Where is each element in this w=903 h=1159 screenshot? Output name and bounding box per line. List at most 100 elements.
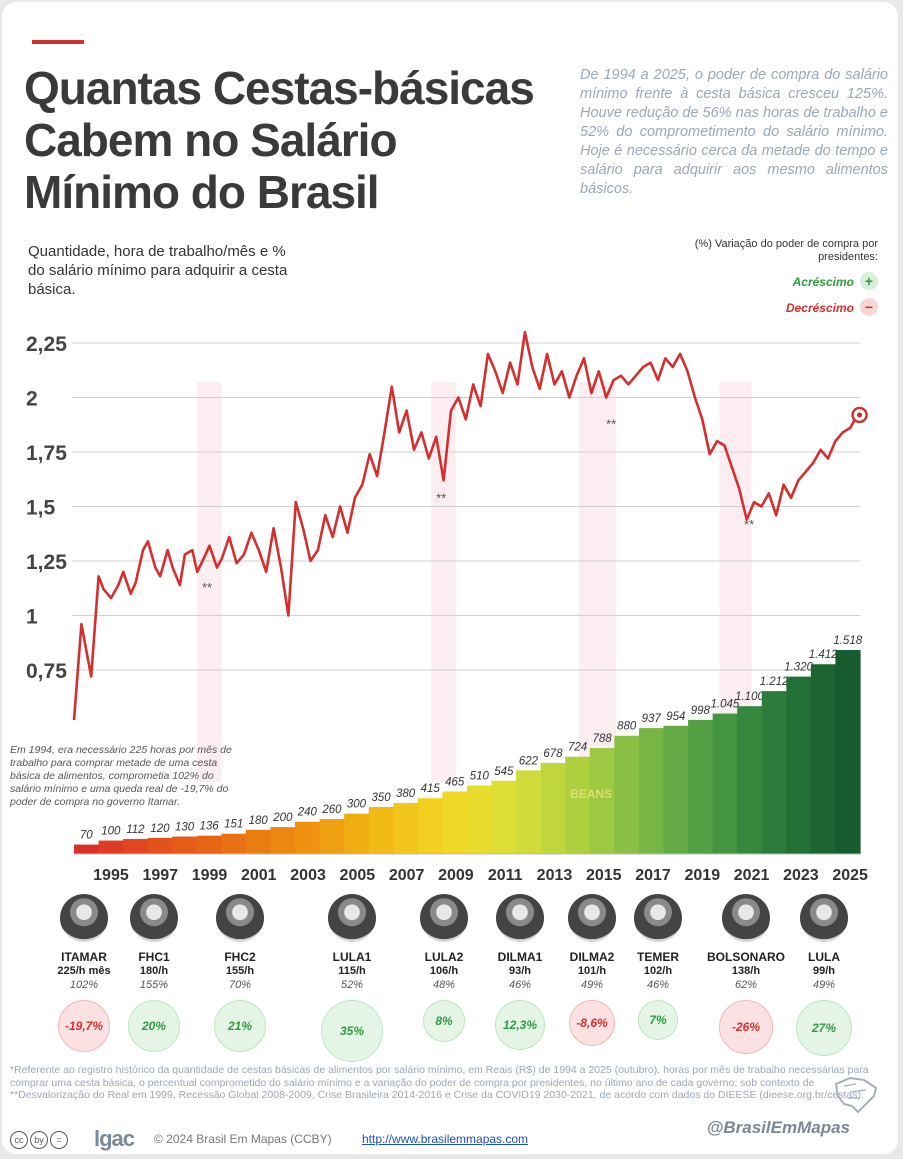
president-name: DILMA2 (569, 950, 615, 964)
y-tick-label: 0,75 (26, 660, 67, 683)
brazil-map-icon (834, 1076, 878, 1114)
website-link[interactable]: http://www.brasilemmapas.com (362, 1132, 529, 1146)
bar-value-label: 510 (470, 770, 490, 782)
legend-decrease-label: Decréscimo (785, 301, 854, 315)
bar-value-label: 998 (691, 705, 711, 717)
bar (516, 770, 542, 854)
footer: cc by = lgac © 2024 Brasil Em Mapas (CCBY)… (10, 1076, 890, 1151)
president-photo (568, 894, 616, 942)
bar-value-label: 200 (272, 812, 293, 824)
bar-value-label: 954 (666, 711, 685, 723)
title-line-2: Cabem no Salário (24, 114, 398, 166)
bar-value-label: 415 (421, 783, 441, 795)
bar-value-label: 1.320 (784, 662, 813, 674)
accent-bar (32, 40, 84, 44)
bar (123, 838, 149, 854)
president-hours: 138/h (731, 965, 761, 977)
president-photo (328, 894, 376, 942)
bar (172, 836, 198, 854)
x-tick-label: 2019 (685, 867, 721, 882)
x-tick-label: 2001 (241, 867, 277, 882)
crisis-marker: ** (606, 417, 616, 432)
president-hours: 180/h (139, 965, 169, 977)
bar-value-label: 112 (126, 824, 145, 836)
president-card: DILMA1 93/h 46% 12,3% (475, 894, 565, 1050)
president-salary-pct: 49% (812, 979, 836, 991)
president-card: LULA2 106/h 48% 8% (399, 894, 489, 1042)
president-card: ITAMAR 225/h mês 102% -19,7% (39, 894, 129, 1052)
president-hours: 102/h (643, 965, 673, 977)
y-tick-label: 2 (26, 388, 38, 411)
x-tick-label: 1995 (93, 867, 129, 882)
x-tick-label: 2005 (340, 867, 376, 882)
y-tick-label: 1 (26, 606, 38, 629)
series-line (72, 330, 859, 721)
president-hours: 155/h (225, 965, 255, 977)
title-line-3: Mínimo do Brasil (24, 166, 380, 218)
crisis-band (197, 382, 222, 782)
chart: 0,75 1 1,25 1,5 1,75 2 2,25 ** ** ** ** 70 100 112 120… (26, 330, 868, 882)
bar (442, 791, 468, 854)
president-photo (60, 894, 108, 942)
x-tick-label: 2009 (438, 867, 474, 882)
bar (638, 728, 665, 854)
bar (221, 833, 247, 854)
bar (712, 713, 738, 854)
bar-value-label: 1.045 (711, 699, 740, 711)
legend-decrease: Decréscimo − (638, 298, 878, 316)
bar-value-label: 136 (200, 821, 220, 833)
bar (540, 762, 566, 854)
president-photo (420, 894, 468, 942)
purchasing-power-change: 8% (423, 1000, 465, 1042)
bar (565, 756, 591, 854)
bar-value-label: 380 (396, 788, 416, 800)
president-name: FHC1 (138, 950, 170, 964)
x-tick-label: 2013 (537, 867, 573, 882)
president-photo (634, 894, 682, 942)
x-tick-label: 2015 (586, 867, 622, 882)
president-name: BOLSONARO (707, 950, 785, 964)
president-salary-pct: 62% (734, 979, 758, 991)
president-salary-pct: 48% (432, 979, 456, 991)
bar-value-label: 724 (568, 742, 587, 754)
president-salary-pct: 155% (139, 979, 169, 991)
bar-value-label: 788 (593, 733, 613, 745)
president-photo (216, 894, 264, 942)
legend-title: (%) Variação do poder de compra por pres… (694, 238, 878, 263)
president-salary-pct: 52% (340, 979, 364, 991)
bar (270, 827, 296, 854)
bar (835, 650, 861, 854)
bar-value-label: 70 (80, 830, 93, 842)
bar (295, 821, 321, 854)
president-card: FHC1 180/h 155% 20% (109, 894, 199, 1052)
bar-value-label: 130 (175, 822, 195, 834)
bar (786, 676, 812, 854)
intro-text: De 1994 a 2025, o poder de compra do sal… (580, 67, 888, 197)
crisis-marker: ** (202, 580, 212, 595)
president-salary-pct: 102% (69, 979, 99, 991)
copyright: © 2024 Brasil Em Mapas (CCBY) (154, 1132, 332, 1146)
bar-value-label: 240 (297, 807, 318, 819)
cc-icon: cc (10, 1131, 28, 1149)
bar-value-label: 151 (224, 819, 243, 831)
y-tick-label: 1,5 (26, 497, 56, 520)
bar (688, 719, 714, 854)
bar (589, 748, 615, 854)
bar (467, 785, 493, 854)
license-icons: cc by = (10, 1130, 70, 1149)
bar (344, 813, 370, 854)
purchasing-power-change: 21% (214, 1000, 266, 1052)
bar-value-label: 545 (494, 766, 514, 778)
legend: (%) Variação do poder de compra por pres… (638, 238, 878, 316)
x-tick-label: 2021 (734, 867, 770, 882)
nd-icon: = (50, 1131, 68, 1149)
bar-value-label: 1.412 (809, 649, 838, 661)
president-card: FHC2 155/h 70% 21% (195, 894, 285, 1052)
purchasing-power-change: -8,6% (569, 1000, 615, 1046)
president-card: TEMER 102/h 46% 7% (613, 894, 703, 1040)
president-name: FHC2 (224, 950, 256, 964)
legend-increase-label: Acréscimo (792, 275, 854, 289)
bar (245, 829, 272, 854)
bar (417, 798, 444, 854)
president-name: TEMER (637, 950, 679, 964)
